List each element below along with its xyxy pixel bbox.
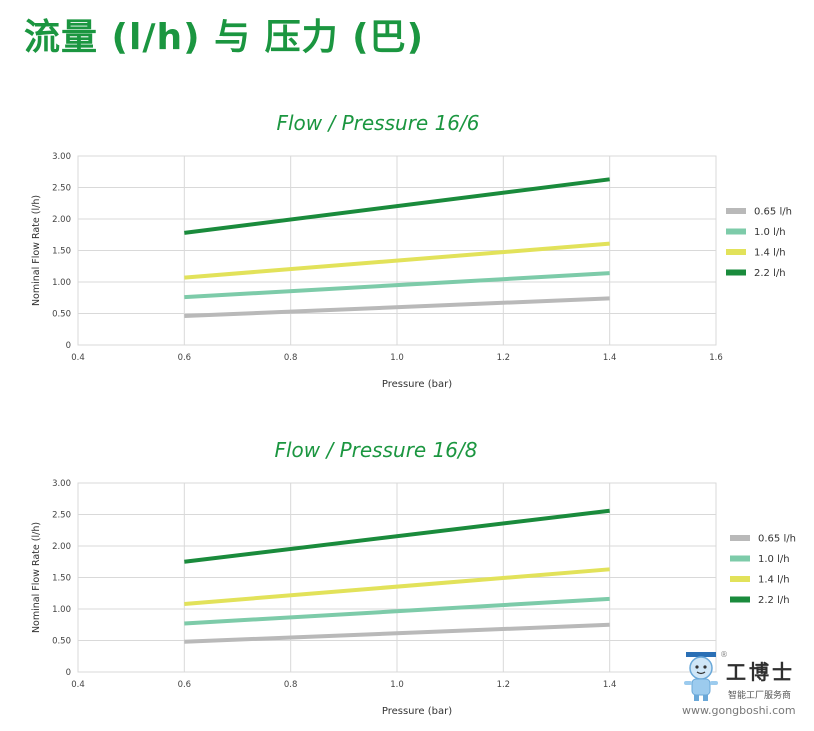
legend-label: 2.2 l/h (754, 268, 786, 279)
series-line (184, 296, 610, 319)
legend-label: 2.2 l/h (758, 595, 790, 606)
x-tick-label: 1.2 (497, 353, 511, 363)
x-tick-label: 0.8 (284, 680, 298, 690)
series-line (184, 567, 610, 606)
series-line (184, 241, 610, 280)
series-line (184, 508, 610, 564)
y-tick-label: 1.00 (52, 278, 71, 288)
y-tick-label: 0 (66, 341, 71, 351)
legend-label: 1.4 l/h (758, 575, 790, 586)
legend-swatch (726, 208, 746, 214)
y-tick-label: 0.50 (52, 637, 71, 647)
y-tick-label: 2.00 (52, 542, 71, 552)
legend-swatch (730, 535, 750, 541)
y-tick-label: 2.50 (52, 511, 71, 521)
legend-label: 1.0 l/h (758, 554, 790, 565)
x-tick-label: 0.8 (284, 353, 298, 363)
mascot-icon (684, 652, 718, 701)
flow-pressure-chart-16-8: 0.4 0.6 0.8 1.0 1.2 1.4 0 0.50 1.00 1.50 2.00 2.50 3… (31, 479, 796, 717)
y-tick-label: 0 (66, 668, 71, 678)
legend-swatch (726, 249, 746, 255)
x-tick-label: 1.0 (390, 353, 404, 363)
series-line (184, 596, 610, 626)
y-tick-label: 1.50 (52, 574, 71, 584)
series-line (184, 271, 610, 300)
series-line (184, 622, 610, 644)
legend-swatch (730, 596, 750, 603)
legend-label: 0.65 l/h (758, 534, 796, 545)
legend-label: 1.0 l/h (754, 227, 786, 238)
x-tick-label: 0.6 (178, 353, 192, 363)
y-tick-label: 2.50 (52, 184, 71, 194)
y-axis-label: Nominal Flow Rate (l/h) (31, 195, 42, 306)
y-tick-label: 0.50 (52, 310, 71, 320)
chart-title-2: Flow / Pressure 16/8 (274, 438, 478, 462)
legend-swatch (726, 228, 746, 235)
series-line (184, 177, 610, 235)
y-tick-label: 1.00 (52, 605, 71, 615)
flow-pressure-chart-16-6: 0.4 0.6 0.8 1.0 1.2 1.4 1.6 0 0.50 1.00 1.50 2.00 2.… (31, 152, 792, 390)
x-tick-label: 0.4 (71, 680, 85, 690)
y-tick-label: 3.00 (52, 152, 71, 162)
legend-swatch (730, 555, 750, 562)
legend-label: 0.65 l/h (754, 207, 792, 218)
x-tick-label: 1.4 (603, 353, 617, 363)
y-tick-label: 1.50 (52, 247, 71, 257)
registered-mark: ® (720, 650, 728, 659)
x-tick-label: 0.6 (178, 680, 192, 690)
legend-swatch (730, 576, 750, 582)
watermark-slogan: 智能工厂服务商 (728, 691, 792, 701)
page-title: 流量 (l/h) 与 压力 (巴) (24, 17, 425, 58)
watermark-logo: ® 工博士 智能工厂服务商 www.gongboshi.com (680, 650, 804, 720)
x-axis-label: Pressure (bar) (382, 706, 452, 717)
legend-label: 1.4 l/h (754, 248, 786, 259)
y-axis-label: Nominal Flow Rate (l/h) (31, 522, 42, 633)
watermark-name: 工博士 (726, 660, 795, 684)
y-tick-label: 2.00 (52, 215, 71, 225)
x-tick-label: 0.4 (71, 353, 85, 363)
chart-title-1: Flow / Pressure 16/6 (276, 111, 480, 135)
x-axis-label: Pressure (bar) (382, 379, 452, 390)
x-tick-label: 1.6 (709, 353, 723, 363)
x-tick-label: 1.2 (497, 680, 511, 690)
x-tick-label: 1.0 (390, 680, 404, 690)
x-tick-label: 1.4 (603, 680, 617, 690)
y-tick-label: 3.00 (52, 479, 71, 489)
legend-swatch (726, 269, 746, 276)
watermark-url[interactable]: www.gongboshi.com (682, 704, 796, 717)
